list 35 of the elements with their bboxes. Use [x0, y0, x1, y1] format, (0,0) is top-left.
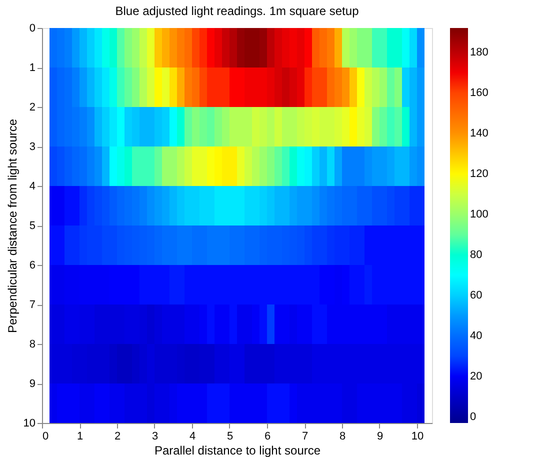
y-tick-label: 8: [29, 338, 36, 350]
y-tick-label: 9: [29, 378, 36, 390]
color-bar-label: 80: [470, 248, 482, 261]
color-bar-label: 40: [470, 330, 482, 342]
y-tick-label: 10: [23, 418, 36, 430]
x-tick-label: 7: [302, 430, 308, 442]
x-tick-label: 8: [339, 430, 346, 442]
y-tick-label: 2: [29, 102, 36, 114]
x-tick-label: 0: [42, 430, 49, 442]
y-axis-title: Perpendicular distance from light source: [5, 118, 20, 334]
y-tick-label: 0: [29, 22, 36, 34]
x-tick-label: 1: [76, 430, 84, 442]
color-bar-label: 0: [470, 410, 476, 423]
y-tick-label: 7: [29, 299, 36, 311]
color-bar-label: 160: [470, 86, 488, 99]
x-tick-label: 4: [189, 430, 196, 442]
color-bar-label: 100: [470, 208, 488, 220]
color-bar-label: 180: [470, 46, 488, 58]
x-axis-title: Parallel distance to light source: [154, 444, 321, 457]
x-tick-label: 9: [376, 430, 384, 442]
y-tick-label: 4: [29, 180, 36, 192]
x-tick-label: 5: [226, 430, 234, 442]
chart-title: Blue adjusted light readings. 1m square setup: [115, 4, 360, 18]
y-tick-label: 6: [29, 260, 36, 272]
color-bar-label: 20: [470, 370, 482, 382]
y-tick-label: 5: [29, 220, 36, 232]
x-tick-label: 2: [114, 430, 121, 442]
y-tick-label: 3: [29, 141, 36, 153]
color-bar-label: 140: [470, 127, 488, 140]
color-bar-label: 60: [470, 289, 482, 302]
x-tick-label: 6: [264, 430, 271, 442]
y-tick-label: 1: [29, 62, 36, 74]
x-tick-label: 10: [411, 430, 424, 442]
color-bar-label: 120: [470, 168, 488, 180]
x-tick-label: 3: [152, 430, 158, 442]
